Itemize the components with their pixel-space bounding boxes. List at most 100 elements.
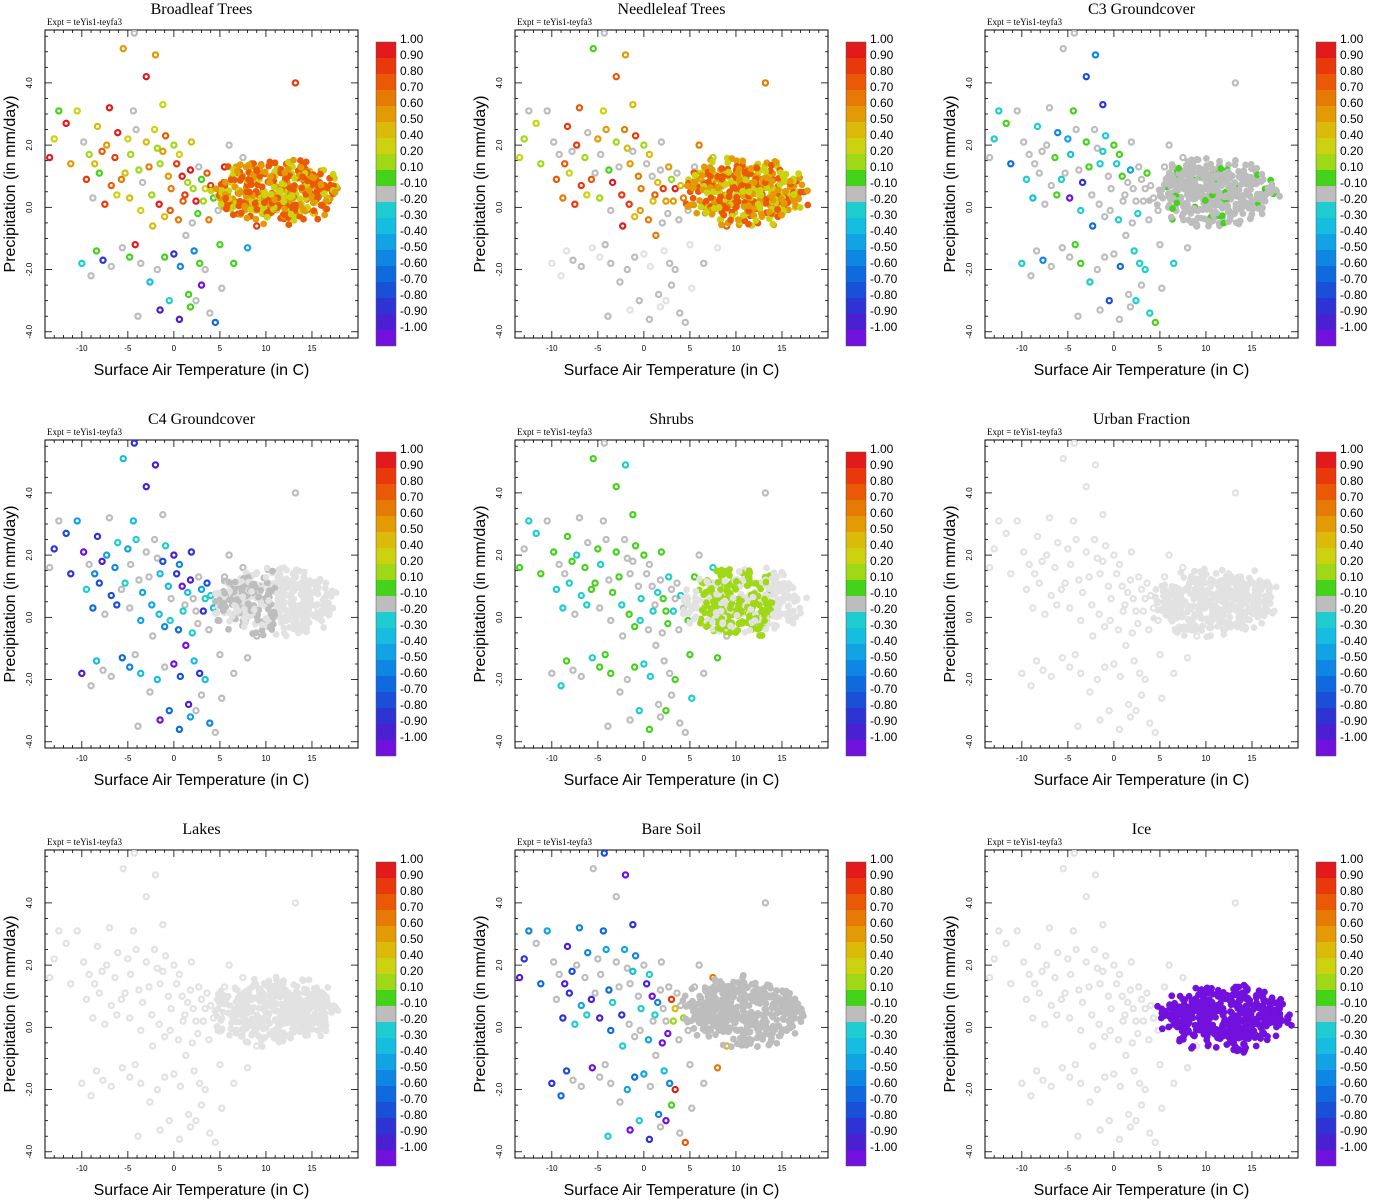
colorbar-label: 0.20 (400, 144, 424, 158)
scatter-point (148, 601, 156, 609)
scatter-point (683, 593, 691, 601)
scatter-point (295, 990, 303, 997)
scatter-point (137, 259, 145, 268)
colorbar-label: 0.10 (400, 160, 424, 174)
scatter-point (99, 256, 107, 264)
colorbar-swatch (846, 122, 866, 138)
scatter-point (111, 153, 119, 162)
colorbar-label: -0.60 (1340, 666, 1368, 680)
scatter-point (255, 593, 262, 601)
scatter-point (745, 576, 753, 584)
scatter-point (700, 259, 708, 268)
scatter-point (239, 973, 247, 982)
scatter-point (1127, 138, 1136, 146)
colorbar-label: 0.50 (1340, 522, 1364, 536)
scatter-point (1116, 262, 1125, 271)
scatter-point (1135, 259, 1144, 268)
scatter-point (319, 596, 327, 604)
scatter-point (323, 205, 331, 213)
scatter-point (166, 616, 174, 625)
colorbar-label: -0.30 (870, 208, 898, 222)
colorbar-swatch (1316, 314, 1336, 330)
scatter-point (702, 589, 710, 597)
x-tick-label: 5 (218, 1164, 223, 1173)
scatter-point (1207, 624, 1215, 632)
scatter-point (750, 178, 758, 186)
scatter-point (619, 222, 627, 230)
scatter-point (1042, 551, 1051, 559)
scatter-point (199, 1017, 208, 1025)
scatter-point (1075, 576, 1083, 584)
scatter-point (1221, 606, 1229, 614)
scatter-point (285, 221, 293, 229)
scatter-point (649, 607, 657, 615)
scatter-point (216, 1060, 224, 1069)
colorbar-label: -0.70 (1340, 272, 1368, 286)
scatter-point (676, 309, 684, 317)
scatter-point (601, 240, 609, 249)
scatter-point (657, 138, 666, 146)
scatter-point (741, 176, 749, 184)
scatter-point (1160, 573, 1169, 581)
scatter-point (769, 190, 777, 198)
scatter-point (1192, 594, 1200, 602)
scatter-point (93, 532, 102, 541)
scatter-point (159, 147, 167, 156)
scatter-point (1075, 166, 1083, 174)
scatter-point (1241, 580, 1248, 588)
scatter-point (179, 607, 187, 615)
colorbar-label: 0.50 (400, 112, 424, 126)
colorbar-label: 0.50 (400, 522, 424, 536)
colorbar-swatch (376, 138, 396, 154)
y-tick-label: 0.0 (495, 611, 504, 623)
scatter-point (634, 172, 643, 180)
scatter-point (118, 244, 127, 252)
scatter-point (130, 30, 138, 37)
scatter-point (1141, 594, 1149, 603)
scatter-point (150, 125, 159, 134)
scatter-point (226, 596, 233, 604)
scatter-point (258, 1043, 266, 1050)
colorbar-label: 0.50 (1340, 112, 1364, 126)
scatter-point (272, 631, 280, 638)
colorbar: 1.000.900.800.700.600.500.400.200.10-0.1… (1315, 32, 1368, 347)
scatter-point (568, 147, 576, 156)
scatter-point (777, 195, 785, 203)
scatter-point (227, 1025, 235, 1033)
scatter-point (101, 1020, 109, 1028)
scatter-point (218, 284, 226, 292)
colorbar-label: -0.90 (400, 304, 428, 318)
colorbar-swatch (1316, 218, 1336, 234)
scatter-point (165, 706, 173, 715)
scatter-point (1029, 604, 1037, 612)
scatter-point (257, 586, 265, 594)
colorbar-label: 0.70 (400, 80, 424, 94)
scatter-point (310, 207, 318, 215)
scatter-point (732, 585, 740, 593)
y-tick-label: 0.0 (25, 201, 34, 213)
scatter-point (1176, 592, 1184, 600)
scatter-point (552, 585, 561, 594)
scatter-point (1041, 200, 1049, 208)
colorbar-swatch (846, 330, 866, 346)
y-tick-label: 2.0 (495, 139, 504, 151)
colorbar-swatch (376, 1054, 396, 1070)
scatter-point (646, 672, 655, 681)
scatter-point (125, 253, 134, 261)
colorbar-label: -0.80 (400, 698, 428, 712)
scatter-point (1066, 150, 1075, 159)
scatter-point (156, 160, 164, 168)
scatter-point (797, 188, 805, 196)
scatter-point (1270, 607, 1278, 615)
panel-title: Needleleaf Trees (618, 1, 726, 18)
scatter-point (95, 169, 104, 177)
scatter-point (1212, 570, 1220, 577)
scatter-point (1051, 563, 1059, 572)
y-tick-label: 2.0 (495, 549, 504, 561)
colorbar-swatch (376, 628, 396, 644)
colorbar-swatch (1316, 644, 1336, 660)
scatter-point (258, 621, 266, 629)
scatter-point (1139, 607, 1148, 615)
scatter-point (186, 576, 195, 584)
scatter-point (197, 281, 206, 289)
